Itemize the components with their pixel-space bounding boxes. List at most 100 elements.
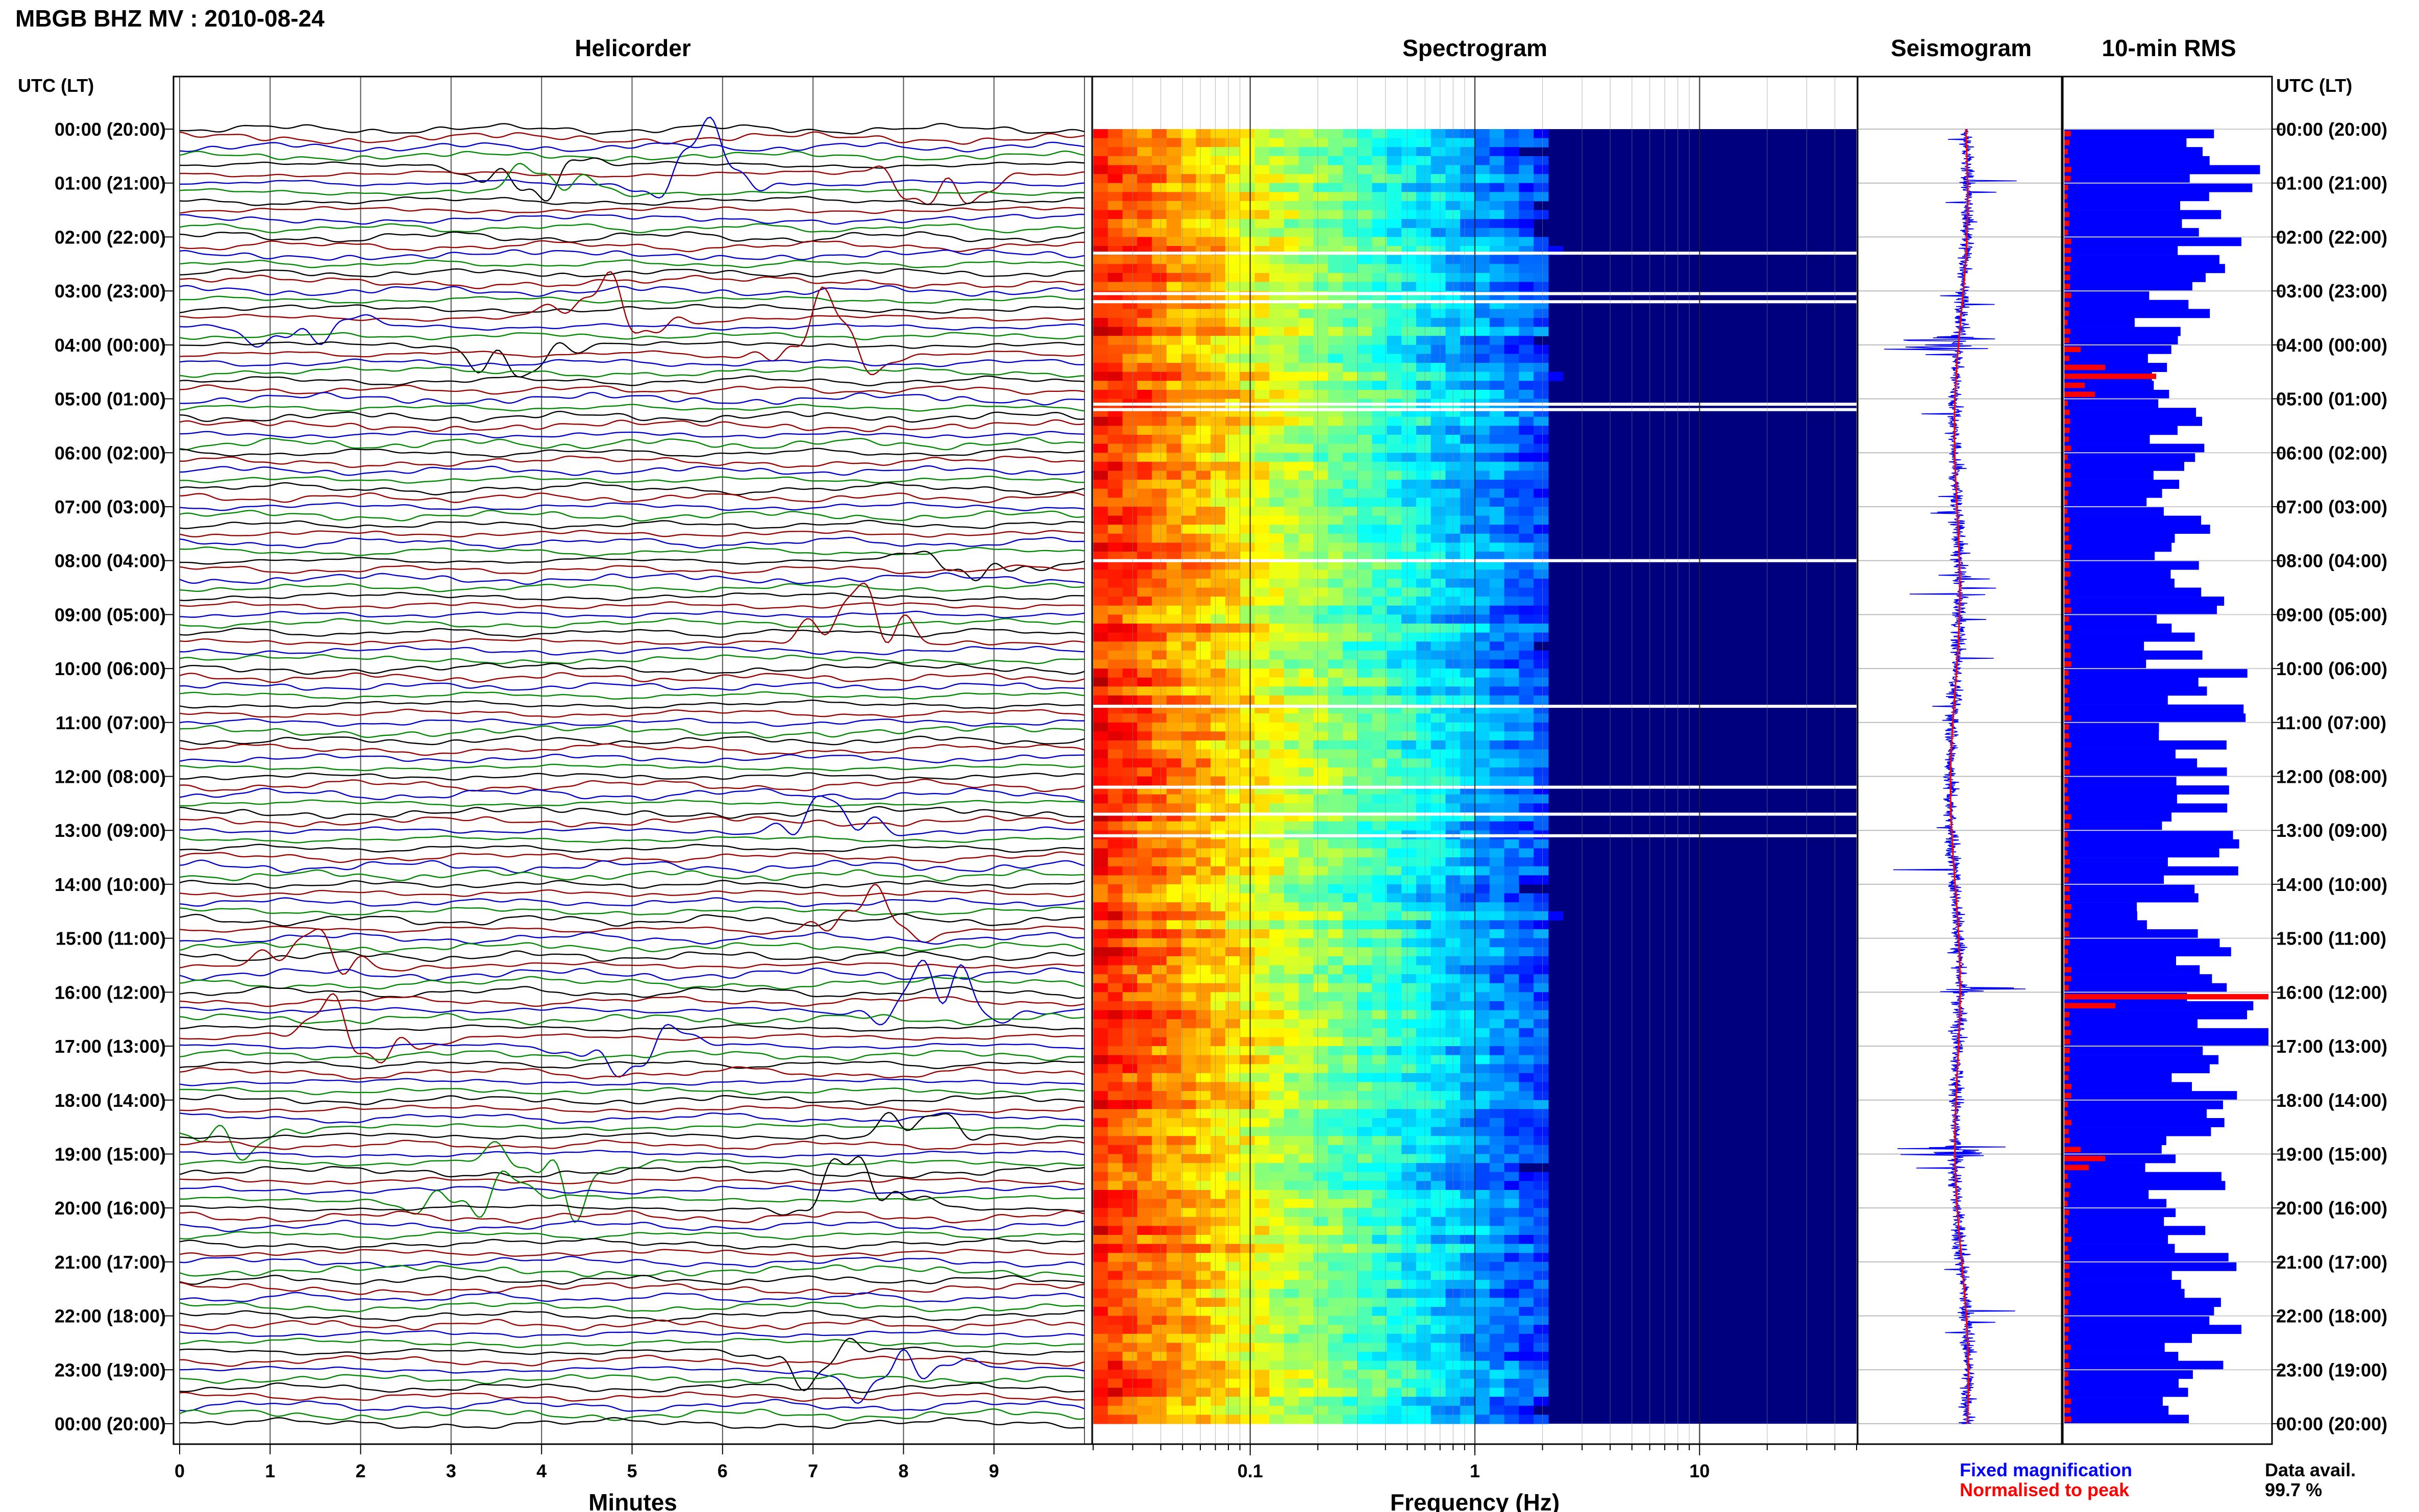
spectrogram-cell bbox=[1152, 272, 1167, 283]
spectrogram-cell bbox=[1519, 803, 1534, 813]
spectrogram-cell bbox=[1093, 363, 1108, 373]
spectrogram-cell bbox=[1401, 803, 1417, 813]
spectrogram-cell bbox=[1225, 435, 1241, 444]
spectrogram-cell bbox=[1211, 1163, 1226, 1173]
helicorder-trace bbox=[179, 1301, 1085, 1312]
rms-bar-normalised bbox=[2064, 562, 2069, 568]
spectrogram-cell bbox=[1430, 597, 1446, 606]
spectrogram-cell bbox=[1093, 947, 1108, 957]
rms-bar-normalised bbox=[2064, 203, 2068, 209]
spectrogram-cell bbox=[1504, 686, 1519, 696]
spectrogram-cell bbox=[1284, 1064, 1299, 1074]
spectrogram-cell bbox=[1460, 1307, 1475, 1317]
spectrogram-cell bbox=[1122, 624, 1138, 633]
spectrogram-cell bbox=[1328, 1316, 1343, 1325]
spectrogram-cell bbox=[1122, 1253, 1138, 1262]
spectrogram-cell bbox=[1211, 1226, 1226, 1235]
spectrogram-cell bbox=[1211, 515, 1226, 525]
rms-bar-fixed bbox=[2064, 309, 2210, 318]
spectrogram-cell bbox=[1387, 525, 1402, 534]
spectrogram-cell bbox=[1298, 488, 1314, 498]
spectrogram-cell bbox=[1093, 731, 1108, 741]
spectrogram-cell bbox=[1475, 1333, 1490, 1343]
spectrogram-cell bbox=[1343, 507, 1358, 516]
spectrogram-cell bbox=[1343, 354, 1358, 363]
spectrogram-cell bbox=[1122, 875, 1138, 885]
spectrogram-cell bbox=[1430, 1288, 1446, 1298]
spectrogram-cell bbox=[1225, 1316, 1241, 1325]
rms-bar-fixed bbox=[2064, 695, 2168, 705]
spectrogram-cell bbox=[1460, 371, 1475, 381]
spectrogram-cell bbox=[1416, 731, 1431, 741]
spectrogram-cell bbox=[1196, 597, 1211, 606]
rms-bar-fixed bbox=[2064, 443, 2205, 453]
spectrogram-cell bbox=[1489, 839, 1505, 849]
spectrogram-cell bbox=[1416, 821, 1431, 831]
spectrogram-cell bbox=[1181, 255, 1196, 264]
spectrogram-cell bbox=[1152, 1010, 1167, 1020]
spectrogram-cell bbox=[1093, 1370, 1108, 1379]
spectrogram-cell bbox=[1181, 1253, 1196, 1262]
spectrogram-cell bbox=[1475, 731, 1490, 741]
spectrogram-cell bbox=[1196, 272, 1211, 283]
spectrogram-cell bbox=[1093, 129, 1108, 139]
spectrogram-cell bbox=[1298, 363, 1314, 373]
spectrogram-cell bbox=[1460, 650, 1475, 660]
spectrogram-cell bbox=[1343, 974, 1358, 984]
spectrogram-cell bbox=[1357, 920, 1373, 930]
spectrogram-cell bbox=[1225, 1217, 1241, 1226]
spectrogram-cell bbox=[1211, 1352, 1226, 1361]
spectrogram-cell bbox=[1357, 1082, 1373, 1092]
spectrogram-cell bbox=[1357, 1109, 1373, 1119]
spectrogram-cell bbox=[1357, 1127, 1373, 1136]
helicorder-trace bbox=[179, 1066, 1085, 1080]
spectrogram-cell bbox=[1489, 201, 1505, 211]
spectrogram-cell bbox=[1166, 1415, 1182, 1424]
spectrogram-cell bbox=[1152, 1091, 1167, 1101]
spectrogram-cell bbox=[1416, 525, 1431, 534]
rms-bar-normalised bbox=[2064, 526, 2069, 532]
spectrogram-cell bbox=[1401, 569, 1417, 579]
spectrogram-cell bbox=[1211, 426, 1226, 435]
spectrogram-cell bbox=[1196, 794, 1211, 804]
rms-bar-normalised bbox=[2064, 382, 2085, 388]
spectrogram-cell bbox=[1137, 1163, 1152, 1173]
spectrogram-cell bbox=[1181, 614, 1196, 624]
spectrogram-cell bbox=[1401, 1325, 1417, 1334]
spectrogram-cell bbox=[1460, 722, 1475, 732]
spectrogram-cell bbox=[1328, 1370, 1343, 1379]
spectrogram-cell bbox=[1416, 1100, 1431, 1109]
spectrogram-cell bbox=[1475, 776, 1490, 786]
spectrogram-cell bbox=[1416, 794, 1431, 804]
spectrogram-cell bbox=[1313, 1352, 1328, 1361]
helicorder-trace bbox=[179, 1319, 1085, 1331]
spectrogram-cell bbox=[1107, 920, 1123, 930]
spectrogram-cell bbox=[1240, 147, 1255, 157]
spectrogram-cell bbox=[1519, 470, 1534, 480]
spectrogram-cell bbox=[1401, 614, 1417, 624]
spectrogram-cell bbox=[1387, 597, 1402, 606]
spectrogram-cell bbox=[1343, 920, 1358, 930]
spectrogram-cell bbox=[1372, 542, 1387, 552]
spectrogram-cell bbox=[1269, 1307, 1285, 1317]
spectrogram-cell bbox=[1254, 1217, 1270, 1226]
spectrogram-cell bbox=[1196, 920, 1211, 930]
spectrogram-cell bbox=[1357, 1019, 1373, 1029]
spectrogram-cell bbox=[1107, 1415, 1123, 1424]
spectrogram-cell bbox=[1357, 210, 1373, 219]
spectrogram-cell bbox=[1254, 453, 1270, 462]
spectrogram-cell bbox=[1519, 1217, 1534, 1226]
spectrogram-cell bbox=[1343, 1154, 1358, 1163]
spectrogram-cell bbox=[1269, 1378, 1285, 1389]
spectrogram-cell bbox=[1489, 794, 1505, 804]
spectrogram-cell bbox=[1489, 1136, 1505, 1146]
spectrogram-cell bbox=[1181, 1046, 1196, 1056]
spectrogram-cell bbox=[1284, 624, 1299, 633]
spectrogram-cell bbox=[1387, 866, 1402, 876]
spectrogram-cell bbox=[1107, 821, 1123, 831]
helicorder-trace bbox=[179, 583, 1085, 592]
spectrogram-cell bbox=[1343, 219, 1358, 229]
spectrogram-cell bbox=[1372, 1127, 1387, 1136]
spectrogram-cell bbox=[1328, 354, 1343, 363]
spectrogram-cell bbox=[1122, 767, 1138, 777]
